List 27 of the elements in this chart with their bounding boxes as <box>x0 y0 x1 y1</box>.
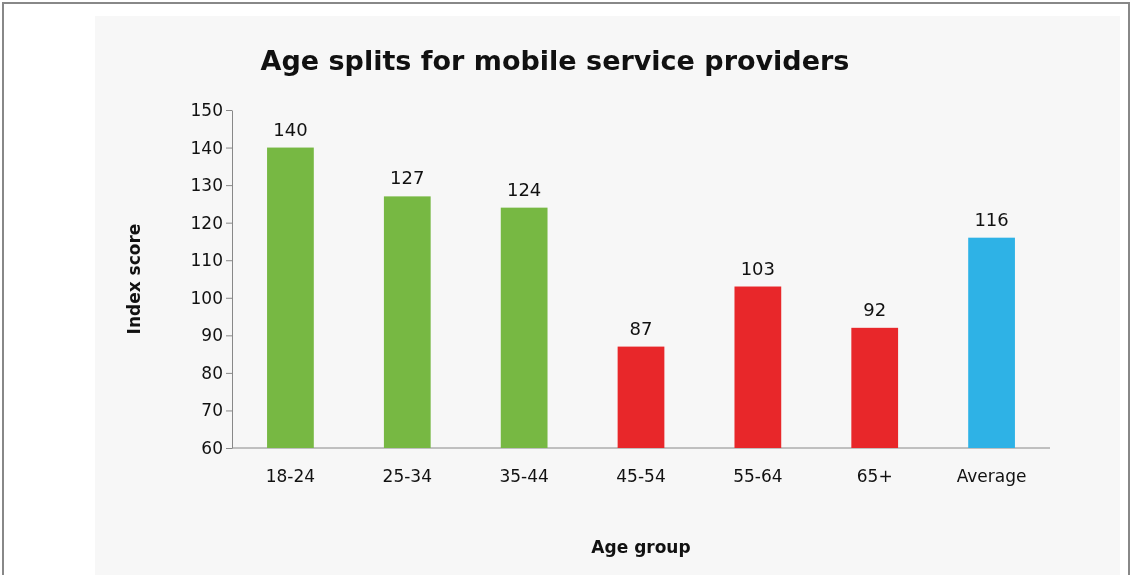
x-tick-label: 25-34 <box>382 466 432 487</box>
y-tick-label: 140 <box>190 137 223 158</box>
data-label: 124 <box>506 178 542 200</box>
data-label: 103 <box>740 257 776 279</box>
data-label: 87 <box>629 317 653 339</box>
y-tick-label: 90 <box>201 325 223 346</box>
chart-title: Age splits for mobile service providers <box>260 45 850 76</box>
x-axis-title: Age group <box>591 537 691 557</box>
y-tick-label: 150 <box>190 99 223 120</box>
data-label: 116 <box>974 208 1009 230</box>
data-label: 140 <box>273 118 308 140</box>
y-tick-label: 70 <box>201 400 223 421</box>
y-tick-label: 100 <box>190 287 223 308</box>
x-tick-label: 45-54 <box>616 466 666 487</box>
x-tick-label: 65+ <box>856 466 893 487</box>
y-tick-label: 120 <box>190 212 223 233</box>
y-tick-label: 110 <box>190 250 223 271</box>
y-axis-title: Index score <box>124 223 144 335</box>
y-tick-label: 60 <box>201 437 223 458</box>
x-tick-label: 55-64 <box>733 466 783 487</box>
y-tick-label: 130 <box>190 175 223 196</box>
data-label: 92 <box>863 298 887 320</box>
y-tick-label: 80 <box>201 362 223 383</box>
x-tick-label: Average <box>956 466 1027 487</box>
x-tick-label: 18-24 <box>265 466 316 487</box>
data-label: 127 <box>390 167 425 189</box>
x-tick-label: 35-44 <box>499 466 549 487</box>
